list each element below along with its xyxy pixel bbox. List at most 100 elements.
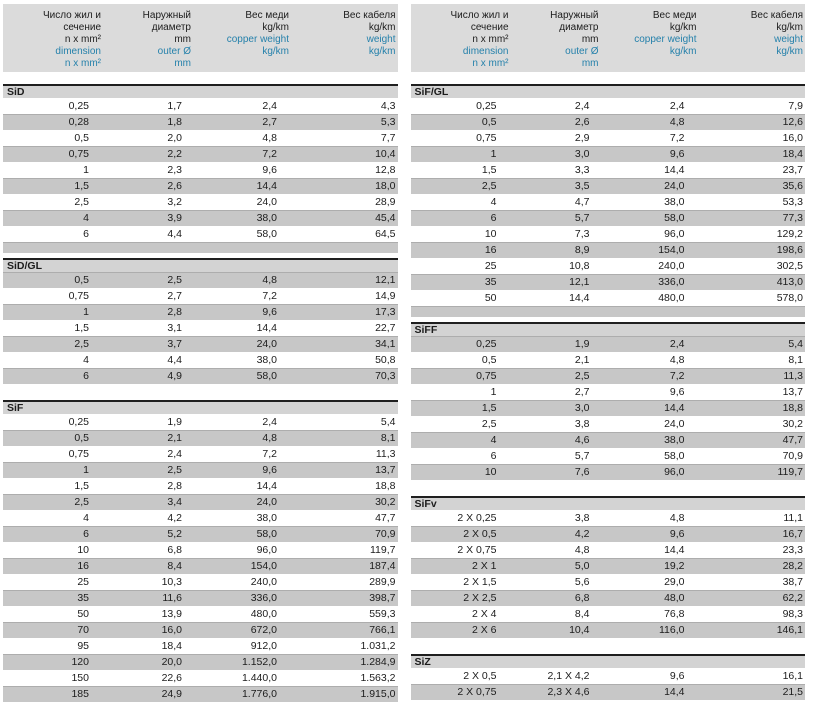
table-cell: 21,5 bbox=[782, 686, 803, 698]
table-cell: 30,2 bbox=[375, 496, 396, 508]
table-cell: 13,7 bbox=[375, 464, 396, 476]
table-cell: 14,4 bbox=[664, 402, 685, 414]
tables-left: SiD 0,25 1,7 2,4 4,3 0,28 1,8 2,7 5,3 0,5 2,0 4,8 7,… bbox=[3, 84, 398, 702]
table-cell: 17,3 bbox=[375, 306, 396, 318]
table-section-title: SiD/GL bbox=[3, 258, 398, 272]
table-cell: 18,8 bbox=[375, 480, 396, 492]
table-cell: 24,0 bbox=[664, 180, 685, 192]
table-cell: 2,7 bbox=[574, 386, 590, 398]
table-section-title: SiFF bbox=[410, 322, 805, 336]
header-line: Число жил и bbox=[42, 10, 101, 21]
table-cell: 336,0 bbox=[250, 592, 277, 604]
table-cell: 14,4 bbox=[664, 544, 685, 556]
table-row: 2 X 2,5 6,8 48,0 62,2 bbox=[410, 590, 805, 606]
table-cell: 2,4 bbox=[262, 416, 277, 428]
header-col-copper-weight: Вес меди kg/km copper weight kg/km bbox=[601, 10, 699, 72]
table-cell: 95 bbox=[77, 640, 89, 652]
table-cell: 96,0 bbox=[256, 544, 277, 556]
table-cell: 4,8 bbox=[262, 432, 277, 444]
table-cell: 30,2 bbox=[782, 418, 803, 430]
table-cell: 2 X 0,25 bbox=[457, 512, 497, 524]
table-cell: 0,75 bbox=[68, 148, 89, 160]
table-cell: 70 bbox=[77, 624, 89, 636]
table-cell: 28,9 bbox=[375, 196, 396, 208]
table-cell: 1 bbox=[83, 306, 89, 318]
table-cell: 2,5 bbox=[481, 180, 497, 192]
table-row: 0,75 2,5 7,2 11,3 bbox=[410, 368, 805, 384]
header-col-dimension: Число жил и сечение n x mm² dimension n x mm… bbox=[3, 10, 103, 72]
table-cell: 1,5 bbox=[74, 322, 89, 334]
table-cell: 13,7 bbox=[782, 386, 803, 398]
header-line-en: kg/km bbox=[368, 46, 396, 57]
header-line: диаметр bbox=[151, 22, 191, 33]
table-cell: 10,4 bbox=[375, 148, 396, 160]
table-row: 0,25 2,4 2,4 7,9 bbox=[411, 98, 806, 114]
table-cell: 154,0 bbox=[658, 244, 685, 256]
table-cell: 16,0 bbox=[161, 624, 182, 636]
table-cell: 4 bbox=[83, 354, 89, 366]
table-cell: 3,7 bbox=[167, 338, 182, 350]
table-cell: 3,5 bbox=[574, 180, 590, 192]
header-line: n x mm² bbox=[64, 34, 101, 45]
table-row: 0,5 2,0 4,8 7,7 bbox=[3, 130, 398, 146]
table-cell: 2,5 bbox=[167, 464, 182, 476]
table-cell: 3,4 bbox=[167, 496, 182, 508]
table-cell: 2,5 bbox=[74, 338, 89, 350]
header-col-copper-weight: Вес меди kg/km copper weight kg/km bbox=[193, 10, 291, 72]
table-cell: 154,0 bbox=[250, 560, 277, 572]
header-line-en: mm bbox=[174, 58, 191, 69]
table-spacer bbox=[3, 384, 398, 400]
table-cell: 1.152,0 bbox=[241, 656, 277, 668]
table-cell: 50 bbox=[77, 608, 89, 620]
table-cell: 120 bbox=[71, 656, 89, 668]
table-cell: 0,5 bbox=[74, 432, 89, 444]
table-cell: 70,9 bbox=[782, 450, 803, 462]
table-cell: 4,6 bbox=[574, 434, 590, 446]
table-spacer bbox=[411, 480, 806, 496]
table-cell: 4,8 bbox=[262, 274, 277, 286]
table-cell: 4 bbox=[490, 196, 497, 208]
table-cell: 4 bbox=[83, 212, 89, 224]
table-cell: 18,4 bbox=[782, 148, 803, 160]
table-cell: 5,0 bbox=[574, 560, 590, 572]
table-cell: 24,0 bbox=[256, 496, 277, 508]
table-row: 1,5 2,8 14,4 18,8 bbox=[3, 478, 398, 494]
table-cell: 9,6 bbox=[669, 528, 685, 540]
table-cell: 4,3 bbox=[380, 100, 396, 112]
table-row: 2 X 1 5,0 19,2 28,2 bbox=[410, 558, 805, 574]
header-line-en: kg/km bbox=[669, 46, 697, 57]
table-section-title: SiD bbox=[3, 84, 398, 98]
table-row: 2,5 3,7 24,0 34,1 bbox=[3, 336, 398, 352]
table-cell: 0,25 bbox=[476, 100, 497, 112]
header-line: Число жил и bbox=[450, 10, 509, 21]
table-cell: 3,3 bbox=[574, 164, 590, 176]
table-row: 0,75 2,7 7,2 14,9 bbox=[3, 288, 398, 304]
header-line: Наружный bbox=[142, 10, 191, 21]
table-row: 2 X 0,25 3,8 4,8 11,1 bbox=[411, 510, 806, 526]
table-cell: 58,0 bbox=[664, 212, 685, 224]
header-line: n x mm² bbox=[472, 34, 509, 45]
table-cell: 70,3 bbox=[375, 370, 396, 382]
table-cell: 2 X 4 bbox=[471, 608, 497, 620]
table-cell: 16 bbox=[484, 244, 497, 256]
table-cell: 11,1 bbox=[783, 512, 803, 524]
table-cell: 8,1 bbox=[380, 432, 396, 444]
table-cell: 2,8 bbox=[167, 306, 182, 318]
table-cell: 3,0 bbox=[574, 402, 590, 414]
table-row: 4 3,9 38,0 45,4 bbox=[3, 210, 398, 226]
table-row: 0,5 2,1 4,8 8,1 bbox=[411, 352, 806, 368]
header-line: mm bbox=[174, 34, 191, 45]
table-cell: 18,0 bbox=[375, 180, 396, 192]
table-cell: 29,0 bbox=[664, 576, 685, 588]
table-row: 1,5 3,1 14,4 22,7 bbox=[3, 320, 398, 336]
table-cell: 24,0 bbox=[664, 418, 685, 430]
table-cell: 14,4 bbox=[256, 322, 277, 334]
header-line: Вес меди bbox=[245, 10, 289, 21]
table-cell: 2,1 X 4,2 bbox=[547, 670, 590, 682]
table-cell: 11,6 bbox=[162, 592, 182, 604]
table-cell: 10,4 bbox=[569, 624, 590, 636]
table-row: 50 14,4 480,0 578,0 bbox=[411, 290, 806, 306]
table-cell: 35 bbox=[77, 592, 89, 604]
table-cell: 2,3 bbox=[167, 164, 182, 176]
table-row: 0,75 2,2 7,2 10,4 bbox=[3, 146, 398, 162]
